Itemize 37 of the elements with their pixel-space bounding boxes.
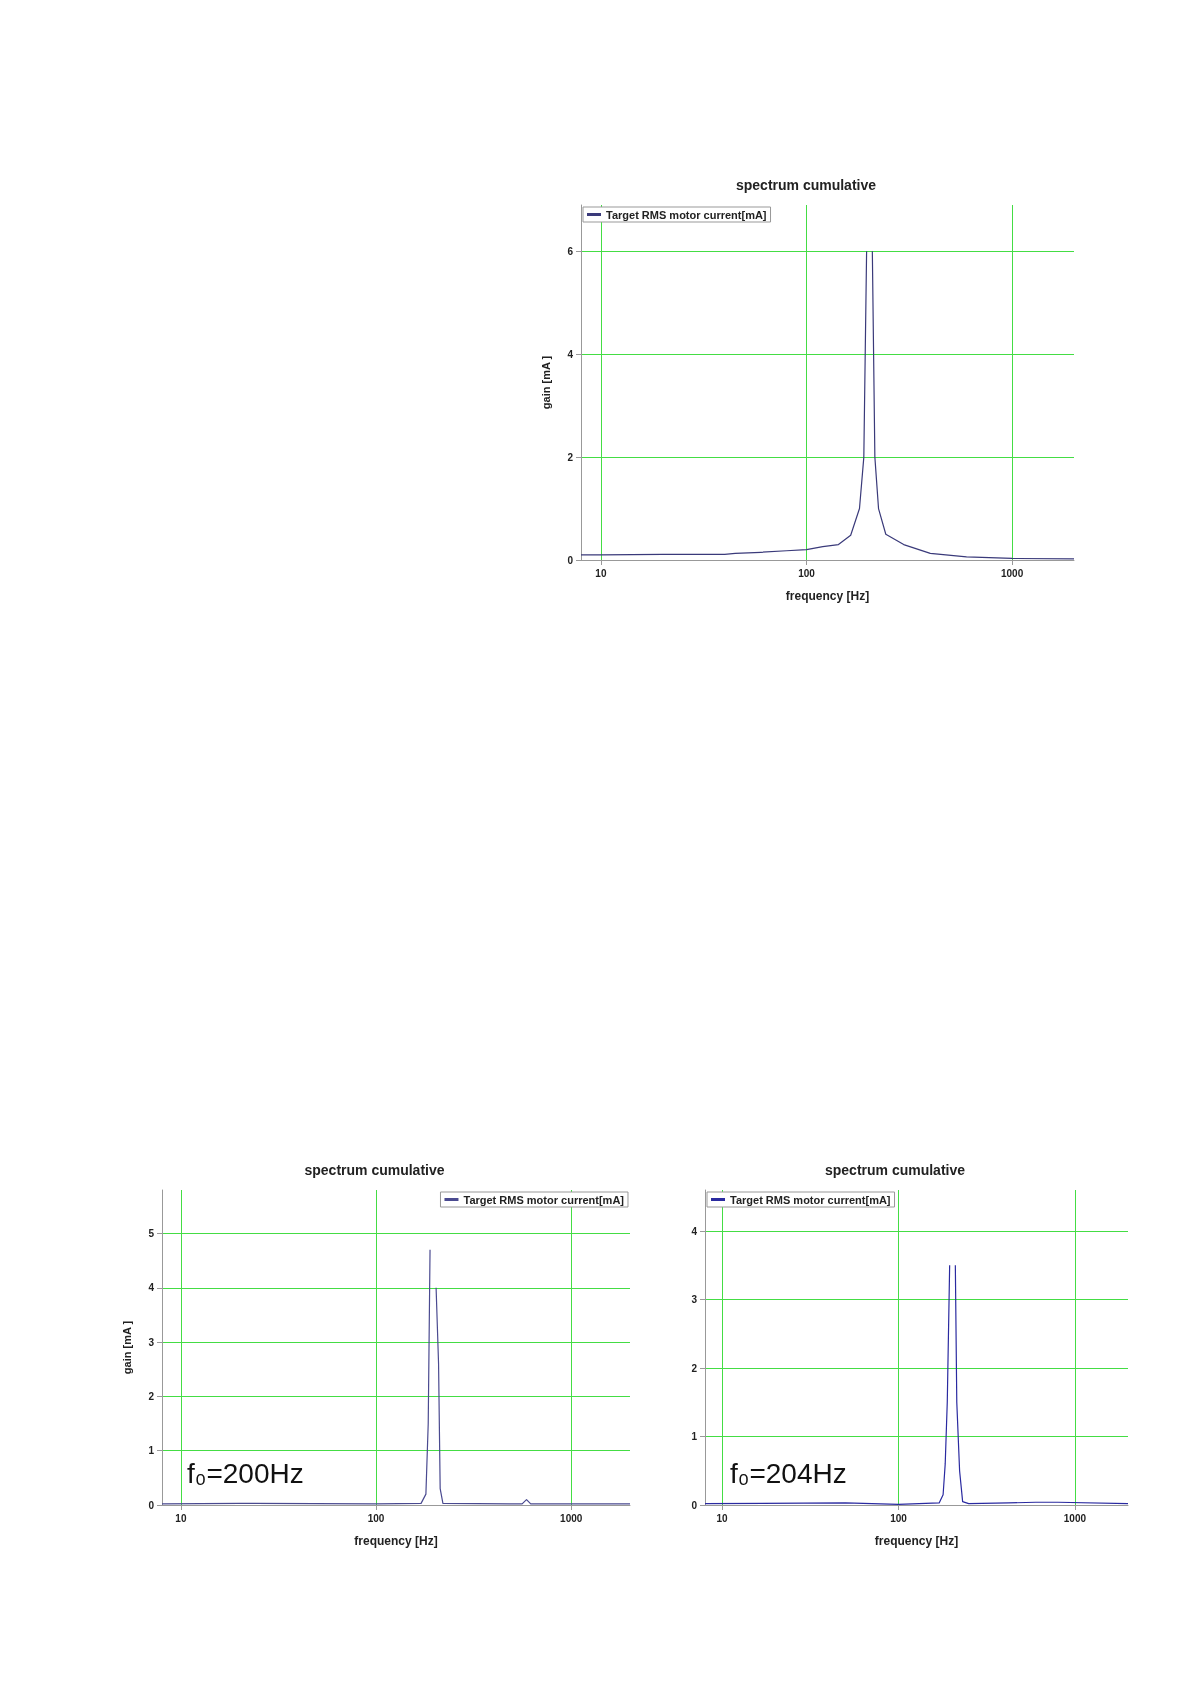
- y-axis-title: gain [mA ]: [120, 1320, 133, 1375]
- y-tick-label: 4: [567, 348, 574, 360]
- y-tick-label: 2: [148, 1390, 155, 1402]
- chart-title: spectrum cumulative: [735, 177, 877, 193]
- x-tick-label: 100: [890, 1512, 908, 1524]
- x-tick-label: 1000: [560, 1512, 583, 1524]
- legend-label: Target RMS motor current[mA]: [606, 208, 767, 221]
- x-tick-label: 10: [595, 567, 607, 579]
- x-axis-title: frequency [Hz]: [354, 1534, 438, 1548]
- y-tick-label: 3: [691, 1294, 698, 1306]
- x-tick-label: 100: [367, 1512, 385, 1524]
- y-tick-label: 6: [567, 245, 574, 257]
- chart-title: spectrum cumulative: [304, 1162, 445, 1178]
- y-tick-label: 1: [148, 1445, 155, 1457]
- x-tick-label: 10: [716, 1512, 729, 1524]
- y-tick-label: 4: [148, 1282, 155, 1294]
- y-tick-label: 2: [691, 1362, 698, 1374]
- x-tick-label: 1000: [1000, 567, 1024, 579]
- y-tick-label: 5: [148, 1227, 155, 1239]
- y-tick-label: 0: [691, 1499, 698, 1511]
- y-tick-label: 0: [148, 1499, 155, 1511]
- y-tick-label: 3: [148, 1336, 155, 1348]
- x-tick-label: 1000: [1063, 1512, 1087, 1524]
- x-tick-label: 10: [175, 1512, 187, 1524]
- chart-title: spectrum cumulative: [824, 1162, 966, 1178]
- legend-label: Target RMS motor current[mA]: [463, 1193, 625, 1206]
- x-axis-title: frequency [Hz]: [874, 1534, 959, 1548]
- y-tick-label: 0: [567, 554, 574, 566]
- y-tick-label: 4: [691, 1225, 698, 1237]
- x-axis-title: frequency [Hz]: [785, 589, 870, 603]
- y-tick-label: 2: [567, 451, 574, 463]
- y-tick-label: 1: [691, 1431, 698, 1443]
- annotation: f₀=200Hz: [187, 1457, 304, 1489]
- annotation: f₀=204Hz: [730, 1457, 847, 1489]
- legend-label: Target RMS motor current[mA]: [730, 1193, 891, 1206]
- y-axis-title: gain [mA ]: [539, 355, 552, 410]
- x-tick-label: 100: [798, 567, 816, 579]
